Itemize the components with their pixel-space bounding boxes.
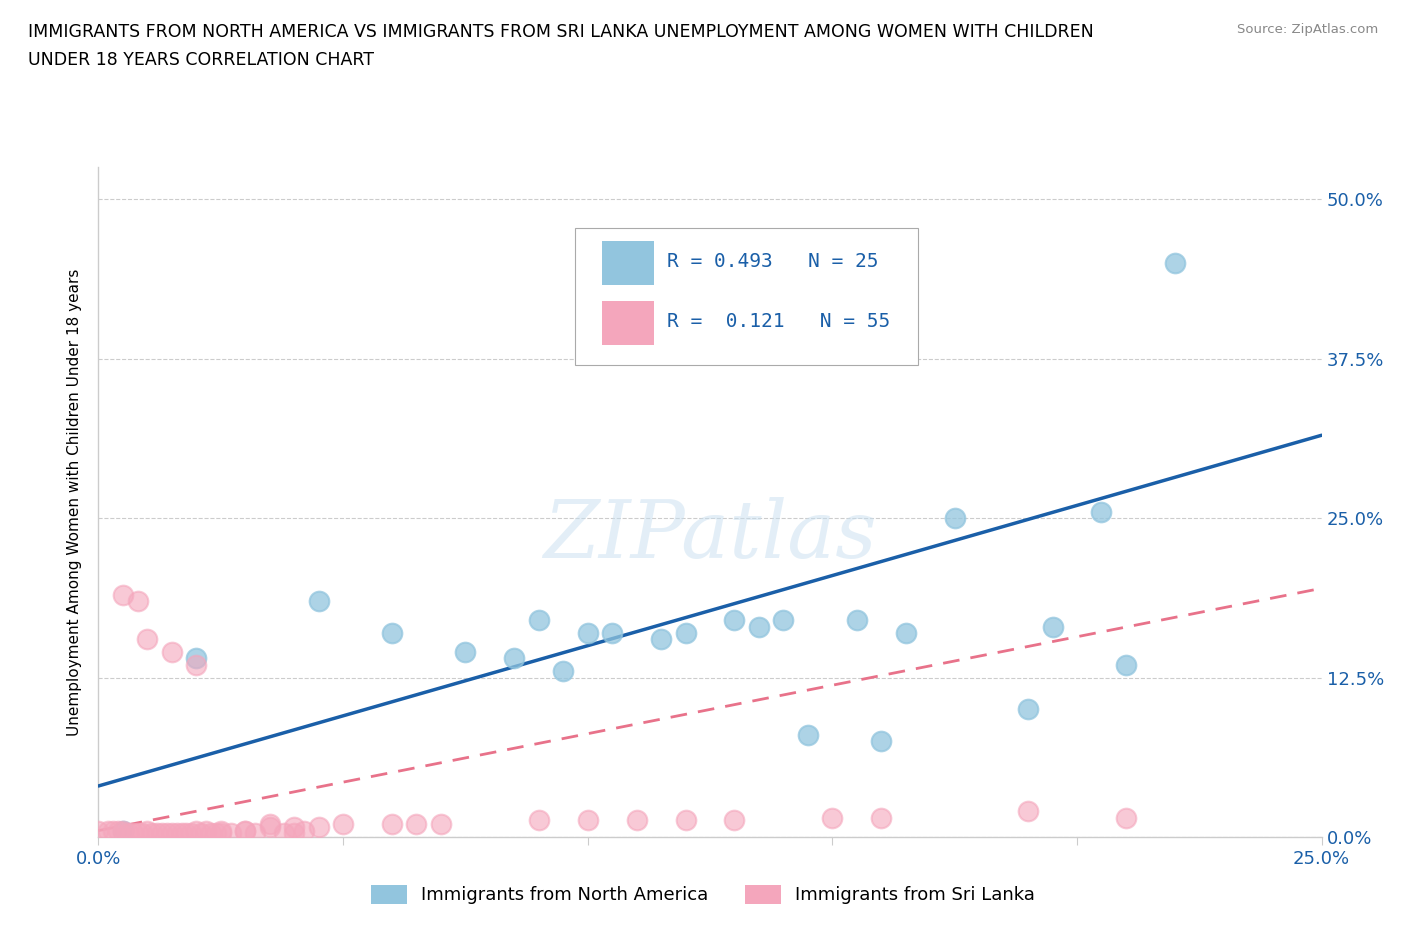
Point (650, 631, 672, 646)
Text: R =  0.121   N = 55: R = 0.121 N = 55 (668, 312, 890, 331)
Point (283, 819, 305, 834)
Point (273, 826, 295, 841)
Point (527, 813, 550, 828)
Point (576, 813, 599, 828)
Bar (602, 301, 654, 345)
Point (156, 826, 179, 841)
Point (259, 819, 281, 834)
Point (180, 826, 202, 841)
Point (233, 823, 256, 838)
Point (127, 593, 149, 608)
Point (748, 619, 770, 634)
Point (553, 664, 575, 679)
Point (141, 826, 163, 841)
Point (1164, 256, 1187, 271)
Point (186, 658, 208, 672)
Point (205, 826, 228, 841)
Text: ZIPatlas: ZIPatlas (543, 497, 877, 575)
Point (166, 826, 188, 841)
Point (209, 823, 232, 838)
Point (1042, 619, 1064, 634)
Text: UNDER 18 YEARS CORRELATION CHART: UNDER 18 YEARS CORRELATION CHART (28, 51, 374, 69)
Point (308, 819, 330, 834)
Point (797, 727, 820, 742)
Point (723, 613, 745, 628)
Point (675, 626, 697, 641)
Point (146, 826, 169, 841)
Point (97, 823, 120, 838)
Point (200, 826, 222, 841)
Point (117, 826, 139, 841)
Point (219, 826, 242, 841)
Point (190, 826, 212, 841)
Point (894, 626, 917, 641)
Legend: Immigrants from North America, Immigrants from Sri Lanka: Immigrants from North America, Immigrant… (364, 878, 1042, 911)
Point (308, 593, 330, 608)
Point (160, 644, 183, 659)
Y-axis label: Unemployment Among Women with Children Under 18 years: Unemployment Among Women with Children U… (67, 269, 83, 736)
Point (170, 826, 193, 841)
Point (845, 613, 868, 628)
Point (195, 823, 218, 838)
Point (772, 613, 794, 628)
Point (1090, 504, 1112, 519)
Point (503, 651, 526, 666)
Point (101, 823, 124, 838)
Point (160, 826, 183, 841)
Point (821, 810, 844, 825)
Point (527, 613, 550, 628)
Point (87, 823, 110, 838)
Text: R = 0.493   N = 25: R = 0.493 N = 25 (668, 252, 879, 271)
Point (243, 826, 266, 841)
Bar (602, 241, 654, 285)
Text: IMMIGRANTS FROM NORTH AMERICA VS IMMIGRANTS FROM SRI LANKA UNEMPLOYMENT AMONG WO: IMMIGRANTS FROM NORTH AMERICA VS IMMIGRA… (28, 23, 1094, 41)
Point (381, 817, 404, 831)
Point (127, 826, 149, 841)
Point (600, 626, 623, 641)
Point (136, 631, 159, 646)
Point (870, 734, 893, 749)
Point (121, 826, 143, 841)
Point (136, 823, 159, 838)
Point (233, 823, 256, 838)
Point (259, 817, 281, 831)
Point (870, 810, 893, 825)
FancyBboxPatch shape (575, 228, 918, 365)
Point (723, 813, 745, 828)
Point (1115, 658, 1137, 672)
Point (943, 511, 966, 525)
Point (111, 823, 134, 838)
Point (626, 813, 648, 828)
Point (430, 817, 453, 831)
Point (176, 826, 198, 841)
Text: Source: ZipAtlas.com: Source: ZipAtlas.com (1237, 23, 1378, 36)
Point (675, 813, 697, 828)
Point (186, 823, 208, 838)
Point (283, 826, 305, 841)
Point (1017, 804, 1039, 819)
Point (332, 817, 354, 831)
Point (186, 651, 208, 666)
Point (381, 626, 404, 641)
Point (576, 626, 599, 641)
Point (150, 826, 173, 841)
Point (1115, 810, 1137, 825)
Point (131, 826, 153, 841)
Point (1017, 702, 1039, 717)
Point (107, 823, 129, 838)
Point (454, 644, 477, 659)
Point (405, 817, 427, 831)
Point (111, 587, 134, 602)
Point (111, 823, 134, 838)
Point (292, 823, 315, 838)
Point (209, 826, 232, 841)
